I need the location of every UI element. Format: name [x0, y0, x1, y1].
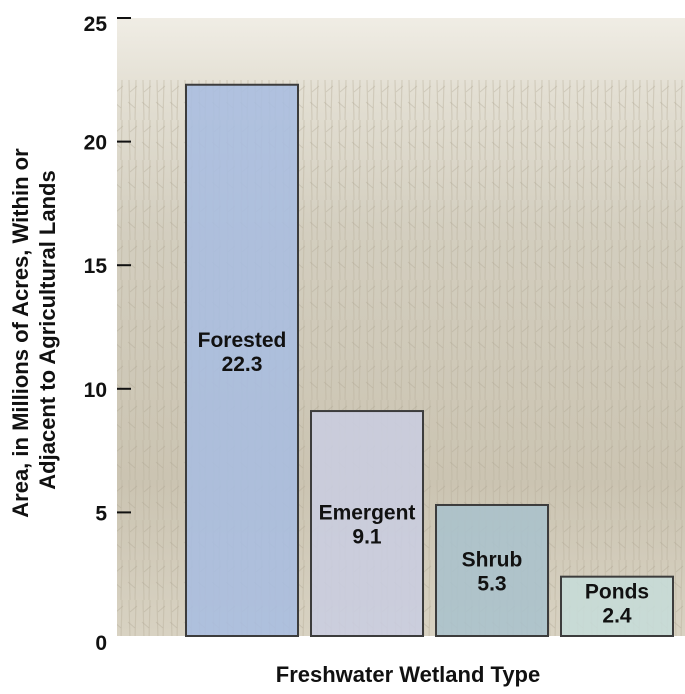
- bar-value-label: 2.4: [602, 605, 632, 628]
- y-tick-label: 10: [84, 379, 107, 402]
- bar-category-label: Emergent: [319, 502, 416, 525]
- bar-value-label: 5.3: [477, 572, 506, 595]
- bar-category-label: Forested: [198, 329, 287, 352]
- y-tick-label: 20: [84, 132, 107, 155]
- bar-category-label: Shrub: [462, 548, 523, 571]
- bar-emergent: [310, 410, 424, 637]
- bar-forested: [185, 83, 299, 637]
- x-axis-title: Freshwater Wetland Type: [276, 662, 540, 687]
- y-axis-title-line-2: Adjacent to Agricultural Lands: [35, 170, 60, 489]
- y-axis-title: Area, in Millions of Acres, Within or Ad…: [8, 142, 60, 517]
- y-tick-label: 0: [95, 632, 107, 655]
- bar-shrub: [435, 503, 549, 638]
- y-axis-title-line-1: Area, in Millions of Acres, Within or: [8, 148, 33, 518]
- y-tick-label: 15: [84, 255, 108, 278]
- bars: [185, 83, 674, 638]
- y-tick-label: 25: [84, 13, 108, 36]
- y-tick-label: 5: [95, 502, 107, 525]
- bar-category-label: Ponds: [585, 581, 649, 604]
- bar-value-label: 22.3: [222, 353, 263, 376]
- bar-ponds: [560, 575, 674, 637]
- bar-value-label: 9.1: [352, 526, 382, 549]
- y-axis: 0 5 10 15 20 25: [84, 13, 131, 655]
